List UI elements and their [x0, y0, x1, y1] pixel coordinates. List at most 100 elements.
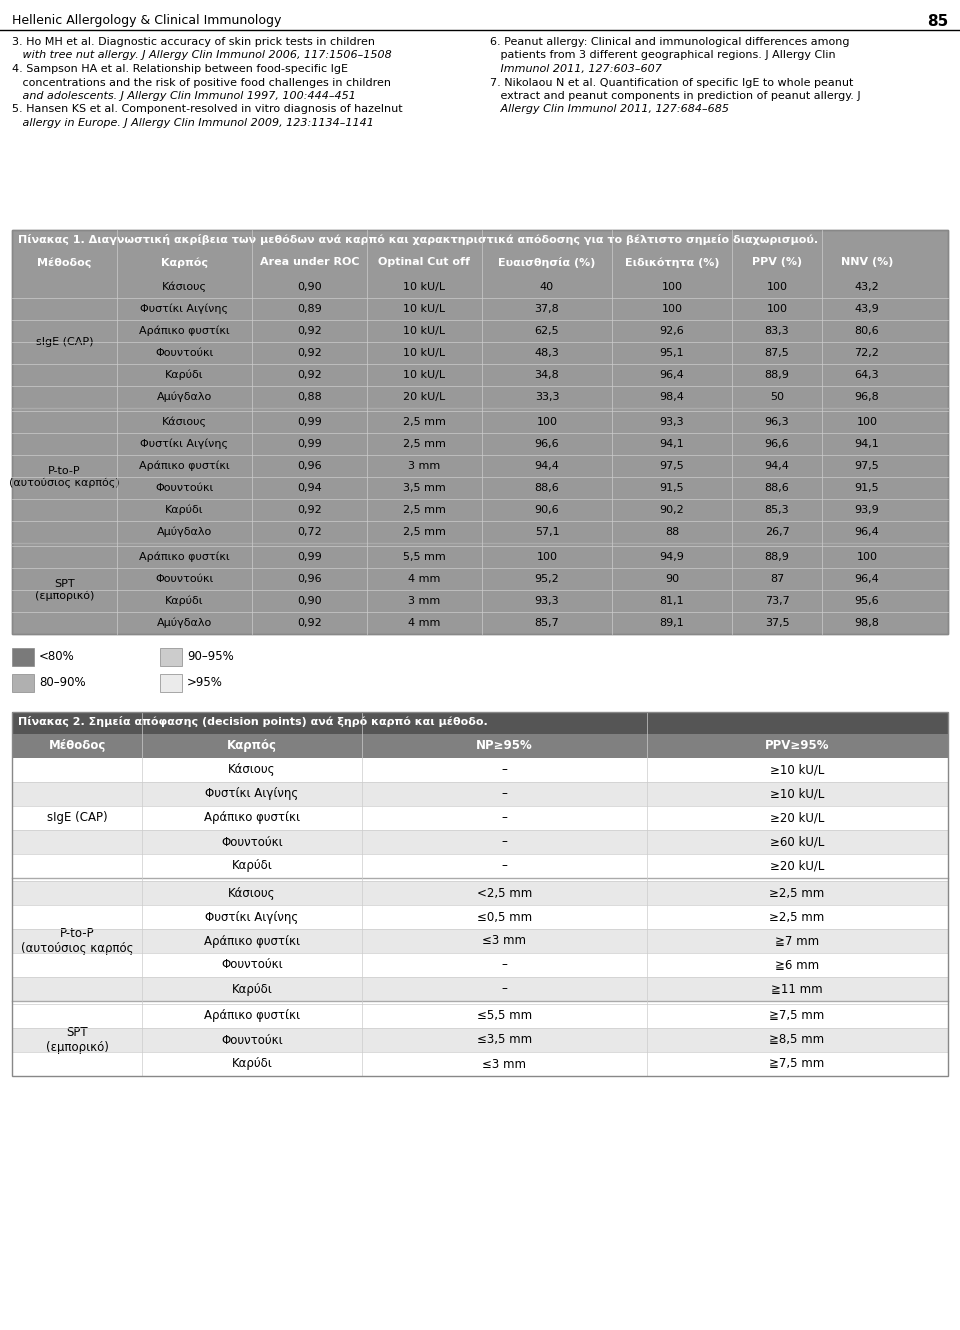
- Text: 10 kU/L: 10 kU/L: [403, 370, 445, 380]
- Bar: [612, 591, 732, 612]
- Text: 64,3: 64,3: [854, 370, 879, 380]
- Bar: [12, 364, 948, 386]
- Bar: [612, 321, 732, 342]
- Bar: [482, 499, 612, 521]
- Text: 94,4: 94,4: [535, 462, 560, 471]
- Bar: [822, 386, 912, 408]
- Bar: [12, 612, 948, 634]
- Text: 40: 40: [540, 282, 554, 293]
- Text: sIgE (CAP): sIgE (CAP): [36, 336, 93, 347]
- Bar: [482, 321, 612, 342]
- Text: 0,92: 0,92: [298, 326, 322, 336]
- Bar: [12, 674, 34, 692]
- Text: 83,3: 83,3: [765, 326, 789, 336]
- Text: Optinal Cut off: Optinal Cut off: [378, 257, 470, 267]
- Text: 0,94: 0,94: [298, 483, 322, 493]
- Text: Καρύδι: Καρύδι: [165, 596, 204, 606]
- Text: Φουντούκι: Φουντούκι: [221, 835, 283, 849]
- Bar: [822, 521, 912, 543]
- Bar: [482, 277, 612, 298]
- Text: NP≥95%: NP≥95%: [476, 739, 533, 751]
- Text: Αράπικο φυστίκι: Αράπικο φυστίκι: [204, 811, 300, 825]
- Text: 88,9: 88,9: [764, 370, 789, 380]
- Text: 100: 100: [537, 552, 558, 563]
- Text: 88,9: 88,9: [764, 552, 789, 563]
- Bar: [482, 568, 612, 591]
- Text: Κάσιους: Κάσιους: [162, 282, 207, 293]
- Text: 88,6: 88,6: [535, 483, 560, 493]
- Text: 4 mm: 4 mm: [408, 575, 441, 584]
- Bar: [612, 277, 732, 298]
- Text: 93,3: 93,3: [660, 418, 684, 427]
- Bar: [612, 477, 732, 499]
- Text: 87,5: 87,5: [764, 348, 789, 358]
- Bar: [822, 277, 912, 298]
- Bar: [822, 364, 912, 386]
- Text: Αμύγδαλο: Αμύγδαλο: [156, 527, 212, 537]
- Text: ≧11 mm: ≧11 mm: [771, 983, 823, 995]
- Text: 0,72: 0,72: [298, 527, 322, 537]
- Bar: [732, 521, 822, 543]
- Bar: [12, 230, 948, 634]
- Text: Φουντούκι: Φουντούκι: [156, 483, 214, 493]
- Text: ≧6 mm: ≧6 mm: [775, 959, 819, 971]
- Bar: [12, 321, 948, 342]
- Text: 43,9: 43,9: [854, 305, 879, 314]
- Text: 88,6: 88,6: [764, 483, 789, 493]
- Text: 4. Sampson HA et al. Relationship between food-specific IgE: 4. Sampson HA et al. Relationship betwee…: [12, 64, 348, 74]
- Text: ≤3,5 mm: ≤3,5 mm: [477, 1033, 532, 1047]
- Text: 2,5 mm: 2,5 mm: [403, 418, 446, 427]
- Text: 2,5 mm: 2,5 mm: [403, 527, 446, 537]
- Text: 48,3: 48,3: [535, 348, 560, 358]
- Text: 88: 88: [665, 527, 679, 537]
- Bar: [612, 434, 732, 455]
- Bar: [12, 1028, 948, 1052]
- Bar: [732, 612, 822, 634]
- Bar: [12, 298, 948, 321]
- Text: 96,3: 96,3: [765, 418, 789, 427]
- Bar: [12, 782, 948, 806]
- Text: ≥10 kU/L: ≥10 kU/L: [770, 763, 825, 777]
- Text: 2,5 mm: 2,5 mm: [403, 439, 446, 450]
- Text: Φουντούκι: Φουντούκι: [156, 575, 214, 584]
- Bar: [12, 1004, 948, 1028]
- Text: Πίνακας 2. Σημεία απόφασης (decision points) ανά ξηρό καρπό και μέθοδο.: Πίνακας 2. Σημεία απόφασης (decision poi…: [18, 716, 488, 728]
- Bar: [612, 411, 732, 434]
- Text: 87: 87: [770, 575, 784, 584]
- Bar: [482, 477, 612, 499]
- Text: 91,5: 91,5: [854, 483, 879, 493]
- Bar: [12, 806, 948, 830]
- Bar: [732, 568, 822, 591]
- Bar: [482, 521, 612, 543]
- Bar: [12, 499, 948, 521]
- Text: 96,6: 96,6: [765, 439, 789, 450]
- Bar: [822, 298, 912, 321]
- Text: 100: 100: [661, 282, 683, 293]
- Bar: [612, 499, 732, 521]
- Bar: [12, 230, 948, 634]
- Text: Μέθοδος: Μέθοδος: [48, 739, 106, 751]
- Bar: [12, 434, 948, 455]
- Text: Allergy Clin Immunol 2011, 127:684–685: Allergy Clin Immunol 2011, 127:684–685: [490, 105, 729, 114]
- Text: 80–90%: 80–90%: [39, 677, 85, 689]
- Bar: [12, 591, 948, 612]
- Text: Πίνακας 1. Διαγνωστική ακρίβεια των μεθόδων ανά καρπό και χαρακτηριστικά απόδοση: Πίνακας 1. Διαγνωστική ακρίβεια των μεθό…: [18, 234, 818, 245]
- Text: 43,2: 43,2: [854, 282, 879, 293]
- Text: 96,4: 96,4: [660, 370, 684, 380]
- Text: 33,3: 33,3: [535, 392, 560, 402]
- Text: Μέθοδος: Μέθοδος: [37, 257, 92, 267]
- Text: 0,99: 0,99: [298, 552, 322, 563]
- Text: 0,92: 0,92: [298, 505, 322, 515]
- Text: PPV≥95%: PPV≥95%: [765, 739, 829, 751]
- Text: SPT
(εμπορικό): SPT (εμπορικό): [35, 579, 94, 601]
- Text: 96,6: 96,6: [535, 439, 560, 450]
- Text: 97,5: 97,5: [660, 462, 684, 471]
- Bar: [12, 411, 948, 434]
- Text: P-to-P
(αυτούσιος καρπός: P-to-P (αυτούσιος καρπός: [21, 927, 133, 955]
- Text: –: –: [501, 859, 508, 872]
- Text: Hellenic Allergology & Clinical Immunology: Hellenic Allergology & Clinical Immunolo…: [12, 15, 281, 27]
- Bar: [482, 364, 612, 386]
- Text: 7. Nikolaou N et al. Quantification of specific IgE to whole peanut: 7. Nikolaou N et al. Quantification of s…: [490, 77, 853, 88]
- Text: 95,2: 95,2: [535, 575, 560, 584]
- Bar: [482, 455, 612, 477]
